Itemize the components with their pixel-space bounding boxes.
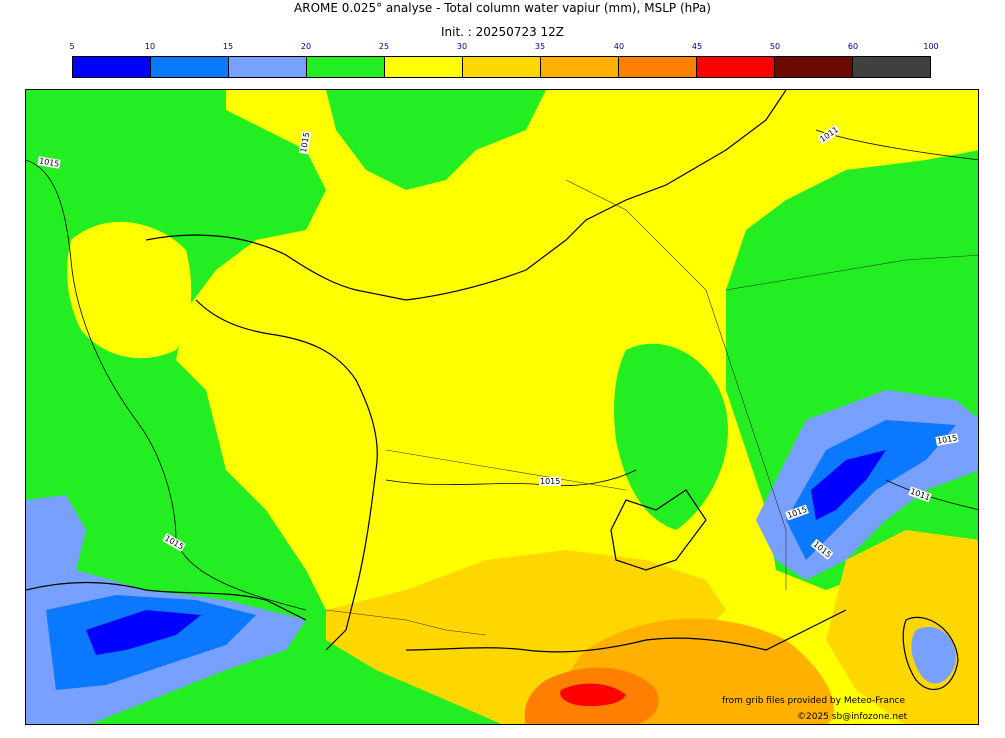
isobar-label: 1015 <box>539 477 562 486</box>
colorbar-segment <box>463 57 541 77</box>
colorbar-segment <box>853 57 930 77</box>
colorbar-tick-label: 40 <box>613 42 625 51</box>
colorbar-tick-label: 25 <box>378 42 390 51</box>
field-yellow-west <box>67 221 192 359</box>
field-darkblue-alps <box>811 450 886 520</box>
colorbar-segment <box>619 57 697 77</box>
colorbar-tick-label: 35 <box>534 42 546 51</box>
colorbar-segment <box>307 57 385 77</box>
colorbar-tick-label: 10 <box>144 42 156 51</box>
colorbar-segment <box>775 57 853 77</box>
colorbar-segment <box>385 57 463 77</box>
field-green-east <box>746 180 978 430</box>
colorbar-segment <box>151 57 229 77</box>
colorbar-tick-label: 100 <box>923 42 939 51</box>
colorbar-segment <box>541 57 619 77</box>
colorbar-segment <box>73 57 151 77</box>
colorbar-tick-label: 15 <box>222 42 234 51</box>
colorbar-tick-label: 60 <box>847 42 859 51</box>
colorbar-tick-label: 20 <box>300 42 312 51</box>
borders <box>325 179 978 636</box>
colorbar-tick-label: 45 <box>691 42 703 51</box>
init-time-subtitle: Init. : 20250723 12Z <box>440 25 565 39</box>
field-red-hot <box>560 683 626 707</box>
colorbar-segment <box>697 57 775 77</box>
map-title: AROME 0.025° analyse - Total column wate… <box>294 1 711 15</box>
field-green-central <box>614 343 728 530</box>
field-gold-south <box>326 550 726 724</box>
colorbar-tick-label: 30 <box>456 42 468 51</box>
copyright-credit: ©2025 sb@infozone.net <box>797 712 908 722</box>
field-green-north <box>326 90 546 190</box>
coastlines <box>26 90 959 691</box>
colorbar-legend <box>72 56 931 78</box>
data-source-credit: from grib files provided by Meteo-France <box>722 696 906 706</box>
field-blue-alps <box>786 420 956 560</box>
field-yellow-main <box>176 90 978 724</box>
colorbar-tick-label: 5 <box>69 42 75 51</box>
colorbar-tick-label: 50 <box>769 42 781 51</box>
water-vapour-map[interactable]: 1015 1015 1011 1015 1015 1011 1015 1015 … <box>25 89 979 725</box>
map-canvas <box>26 90 978 724</box>
field-lightblue-corsica <box>911 626 956 684</box>
colorbar-segment <box>229 57 307 77</box>
field-darkblue-pyrenees <box>86 610 201 655</box>
